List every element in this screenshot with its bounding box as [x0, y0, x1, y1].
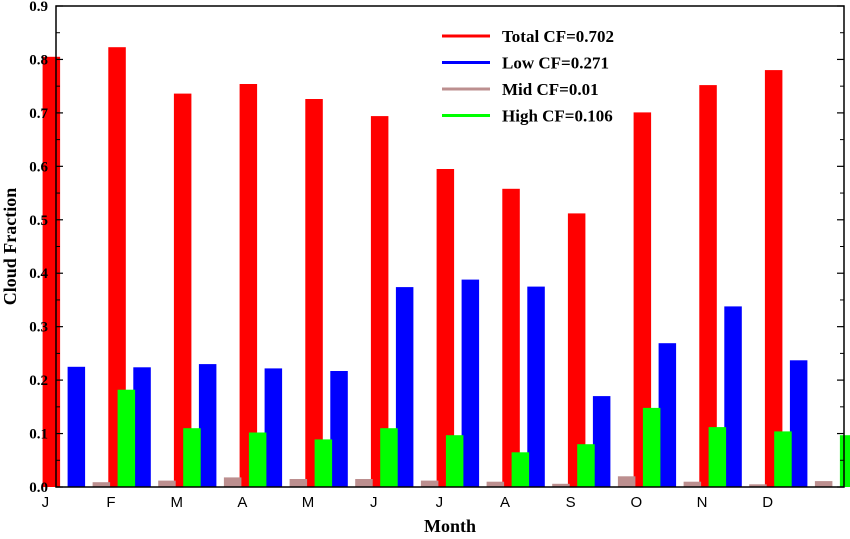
bar-2-8: [527, 286, 545, 487]
y-axis-label: Cloud Fraction: [0, 188, 20, 306]
bar-3-12: [814, 481, 833, 487]
x-tick-label: J: [436, 494, 444, 511]
bar-3-8: [552, 483, 570, 487]
bar-2-4: [264, 368, 283, 487]
bar-1-10: [633, 112, 652, 488]
bar-4-1: [117, 389, 136, 487]
bar-3-5: [355, 479, 373, 487]
x-tick-label: J: [42, 494, 50, 511]
y-axis-ticks: 0.0 0.1 0.2 0.3 0.4 0.5 0.6 0.7 0.8 0.9: [29, 0, 844, 496]
y-tick-label: 0.2: [29, 373, 48, 389]
x-tick-label: A: [237, 494, 247, 511]
bar-1-9: [567, 213, 586, 487]
x-tick-label: A: [500, 494, 510, 511]
y-tick-label: 0.6: [29, 159, 48, 175]
bar-4-8: [577, 444, 595, 487]
bar-4-5: [380, 428, 398, 487]
bar-4-2: [183, 428, 201, 487]
bar-3-10: [683, 481, 702, 487]
x-tick-label: N: [697, 494, 708, 511]
bar-3-6: [420, 480, 439, 487]
bar-4-6: [445, 435, 464, 487]
bar-3-3: [223, 477, 242, 487]
x-tick-label: M: [170, 494, 183, 511]
bar-3-9: [617, 476, 636, 487]
bar-1-11: [699, 85, 717, 487]
bar-4-4: [314, 439, 333, 487]
bar-2-1: [67, 366, 86, 488]
bar-group: [42, 47, 850, 488]
bar-4-7: [511, 452, 530, 487]
bar-1-3: [173, 93, 192, 487]
bar-2-7: [461, 279, 480, 487]
bar-4-11: [774, 431, 792, 487]
x-axis-label: Month: [424, 516, 476, 536]
y-tick-label: 0.1: [29, 427, 48, 443]
bar-1-5: [305, 99, 323, 487]
bar-3-7: [486, 481, 505, 487]
y-tick-label: 0.7: [29, 106, 48, 122]
bar-3-4: [289, 479, 308, 487]
bar-4-3: [248, 432, 267, 487]
bar-1-8: [502, 188, 520, 488]
x-tick-label: M: [302, 494, 315, 511]
bar-2-12: [789, 360, 808, 487]
x-tick-label: S: [566, 494, 576, 511]
legend-label-1: Total CF=0.702: [502, 27, 614, 46]
bar-3-11: [749, 484, 767, 487]
bar-2-10: [658, 343, 677, 487]
bar-1-12: [764, 70, 783, 487]
y-tick-label: 0.5: [29, 213, 48, 229]
y-tick-label: 0.4: [29, 266, 48, 282]
legend-label-2: Low CF=0.271: [502, 54, 609, 73]
legend-label-4: High CF=0.106: [502, 107, 613, 126]
x-tick-label: O: [631, 494, 643, 511]
bar-4-12: [839, 435, 850, 487]
y-tick-label: 0.9: [29, 0, 48, 15]
x-tick-label: J: [370, 494, 378, 511]
x-tick-label: F: [106, 494, 115, 511]
bar-2-11: [724, 306, 742, 487]
bar-1-7: [436, 169, 455, 487]
bar-2-6: [395, 287, 414, 487]
bar-2-5: [330, 371, 348, 487]
legend-label-3: Mid CF=0.01: [502, 80, 599, 99]
bar-1-6: [370, 116, 389, 487]
bar-2-2: [133, 367, 151, 487]
bar-3-2: [158, 480, 176, 487]
bar-2-9: [592, 396, 611, 487]
bar-1-4: [239, 84, 258, 487]
bar-3-1: [92, 482, 111, 487]
x-tick-label: D: [762, 494, 773, 511]
bar-4-9: [642, 407, 661, 487]
y-tick-label: 0.8: [29, 52, 48, 68]
y-tick-label: 0.0: [29, 480, 48, 496]
y-tick-label: 0.3: [29, 320, 48, 336]
legend: Total CF=0.702 Low CF=0.271 Mid CF=0.01 Hig…: [442, 27, 614, 126]
bar-2-3: [198, 364, 217, 487]
bar-4-10: [708, 427, 727, 487]
bar-1-2: [108, 47, 126, 487]
